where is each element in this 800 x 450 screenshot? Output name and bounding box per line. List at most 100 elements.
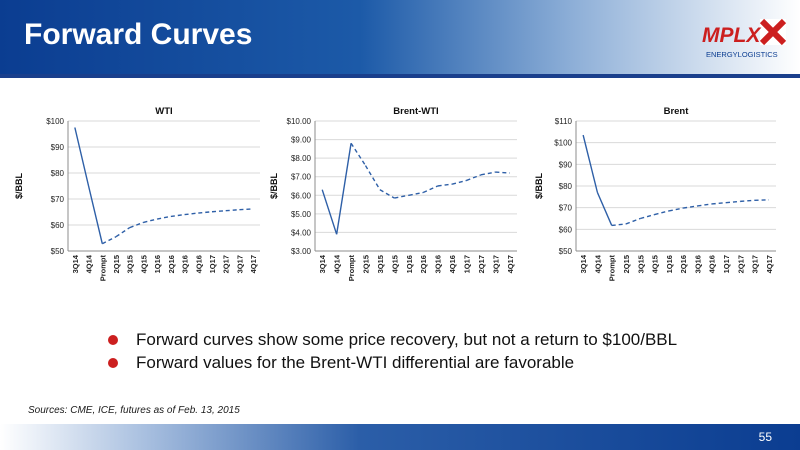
series-segment bbox=[364, 165, 381, 191]
x-tick-label: 3Q15 bbox=[126, 255, 135, 273]
x-tick-label: Prompt bbox=[98, 254, 107, 281]
series-segment bbox=[611, 223, 627, 227]
brent-wti-chart: $3.00 $4.00 $5.00 $6.00 $7.00 $8.00 $9.00 $10.0… bbox=[265, 100, 530, 300]
y-tick-label: $100 bbox=[554, 139, 572, 148]
y-tick-label: $110 bbox=[555, 117, 573, 126]
chart-title: Brent bbox=[664, 106, 690, 117]
series-segment bbox=[582, 134, 599, 193]
x-tick-label: 4Q15 bbox=[139, 255, 148, 273]
series-segment bbox=[422, 185, 438, 194]
series-segment bbox=[225, 208, 240, 212]
y-tick-label: $7.00 bbox=[291, 173, 312, 182]
bullet-text: Forward curves show some price recovery,… bbox=[136, 330, 678, 349]
series-segment bbox=[379, 189, 395, 199]
y-axis-label: $/BBL bbox=[269, 173, 279, 200]
series-segment bbox=[198, 211, 213, 214]
y-axis-label: $/BBL bbox=[14, 173, 24, 200]
x-tick-label: 1Q16 bbox=[153, 255, 162, 273]
x-tick-label: 4Q14 bbox=[593, 254, 602, 273]
series-segment bbox=[157, 215, 171, 220]
x-tick-label: 3Q17 bbox=[235, 255, 244, 273]
series-segment bbox=[321, 189, 338, 235]
x-tick-label: 3Q16 bbox=[434, 255, 443, 273]
header-bar bbox=[0, 0, 800, 78]
source-note: Sources: CME, ICE, futures as of Feb. 13… bbox=[28, 405, 240, 416]
x-tick-label: 2Q15 bbox=[622, 255, 631, 273]
y-tick-label: $60 bbox=[51, 221, 65, 230]
x-tick-label: 2Q16 bbox=[679, 255, 688, 273]
bullet-dot-icon bbox=[108, 358, 118, 368]
x-tick-label: 4Q14 bbox=[333, 254, 342, 273]
series-segment bbox=[451, 179, 467, 185]
series-segment bbox=[725, 200, 741, 204]
series-segment bbox=[129, 221, 144, 229]
wti-chart-svg: $50 $60 $70 $80 $90 $100 3Q14 4Q14 Prompt 2Q15 3Q1… bbox=[14, 106, 260, 281]
y-tick-label: $50 bbox=[51, 247, 65, 256]
y-tick-label: $80 bbox=[51, 169, 65, 178]
series-segment bbox=[437, 183, 453, 187]
x-tick-label: 4Q17 bbox=[765, 255, 774, 273]
x-tick-label: 4Q15 bbox=[651, 255, 660, 273]
series-segment bbox=[408, 191, 424, 196]
y-tick-label: $100 bbox=[46, 117, 64, 126]
x-tick-label: 4Q16 bbox=[194, 255, 203, 273]
y-tick-label: $9.00 bbox=[291, 136, 312, 145]
brent-chart: $50 $60 $70 $80 $90 $100 $110 3Q14 4Q14 Prompt 2Q1… bbox=[530, 100, 785, 300]
y-tick-label: $3.00 bbox=[291, 247, 312, 256]
y-tick-label: $6.00 bbox=[291, 191, 312, 200]
chart-title: WTI bbox=[155, 106, 172, 117]
series-segment bbox=[143, 218, 158, 224]
series-segment bbox=[495, 171, 510, 174]
x-tick-label: 4Q17 bbox=[506, 255, 515, 273]
y-tick-label: $70 bbox=[51, 195, 65, 204]
x-tick-label: 1Q17 bbox=[463, 255, 472, 273]
logo-wordmark: MPLX bbox=[702, 24, 762, 47]
y-tick-label: $80 bbox=[559, 182, 573, 191]
series-segment bbox=[101, 236, 117, 245]
x-tick-label: 2Q16 bbox=[419, 255, 428, 273]
series-segment bbox=[335, 143, 352, 235]
series-segment bbox=[350, 142, 367, 166]
series-segment bbox=[115, 227, 131, 238]
x-tick-label: 3Q15 bbox=[376, 255, 385, 273]
x-tick-label: 4Q16 bbox=[708, 255, 717, 273]
bullet-dot-icon bbox=[108, 335, 118, 345]
series-segment bbox=[74, 127, 90, 187]
y-tick-label: $90 bbox=[559, 160, 573, 169]
slide-title: Forward Curves bbox=[24, 18, 253, 51]
y-tick-label: $50 bbox=[559, 247, 573, 256]
bullet-item: Forward curves show some price recovery,… bbox=[108, 330, 758, 353]
x-tick-label: 2Q17 bbox=[736, 255, 745, 273]
series-segment bbox=[654, 210, 670, 216]
bullet-item: Forward values for the Brent-WTI differe… bbox=[108, 353, 758, 376]
x-tick-label: 1Q16 bbox=[405, 255, 414, 273]
series-segment bbox=[640, 213, 655, 220]
x-tick-label: 2Q16 bbox=[167, 255, 176, 273]
page-number: 55 bbox=[758, 430, 772, 444]
x-tick-label: 1Q16 bbox=[665, 255, 674, 273]
y-tick-label: $60 bbox=[559, 225, 573, 234]
bullet-text: Forward values for the Brent-WTI differe… bbox=[136, 353, 575, 372]
logo-x-mark bbox=[759, 18, 787, 46]
x-tick-label: 1Q17 bbox=[722, 255, 731, 273]
x-tick-label: 3Q17 bbox=[751, 255, 760, 273]
header-rule bbox=[0, 74, 800, 78]
x-tick-label: 2Q15 bbox=[362, 255, 371, 273]
x-tick-label: 3Q15 bbox=[636, 255, 645, 273]
series-segment bbox=[466, 174, 482, 182]
footer-bar: 55 bbox=[0, 424, 800, 450]
x-tick-label: Prompt bbox=[347, 254, 356, 281]
series-segment bbox=[740, 199, 755, 203]
series-segment bbox=[596, 192, 613, 226]
x-tick-label: 4Q16 bbox=[448, 255, 457, 273]
x-tick-label: 1Q17 bbox=[208, 255, 217, 273]
x-tick-label: Prompt bbox=[608, 254, 617, 281]
x-tick-label: 4Q14 bbox=[85, 254, 94, 273]
bullet-list: Forward curves show some price recovery,… bbox=[108, 330, 758, 376]
mplx-logo: MPLX ENERGYLOGISTICS bbox=[702, 18, 787, 59]
series-segment bbox=[697, 203, 712, 207]
x-tick-label: 2Q15 bbox=[112, 255, 121, 273]
series-segment bbox=[394, 194, 409, 199]
chart-title: Brent-WTI bbox=[393, 106, 438, 117]
series-segment bbox=[87, 185, 103, 244]
